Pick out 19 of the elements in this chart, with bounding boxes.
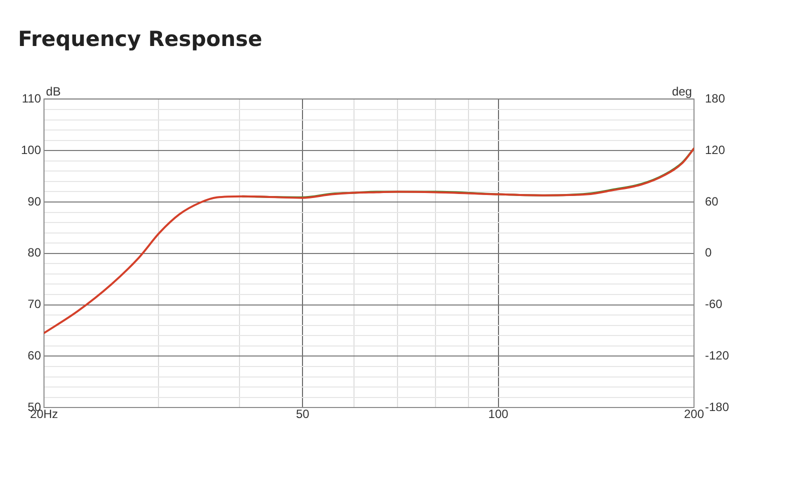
y2-tick-label: -180 [704,400,730,414]
y2-tick-label: -120 [704,348,730,363]
x-tick-label: 50 [296,407,310,422]
x-tick-label: 100 [488,407,509,422]
y2-tick-label: 180 [704,92,726,106]
y-tick-label: 90 [28,194,42,208]
x-tick-label: 200 [684,407,704,422]
y-tick-label: 100 [20,142,42,157]
y-tick-label: 60 [28,348,42,363]
chart-title: Frequency Response [18,27,262,52]
y2-axis-title: deg [672,84,692,99]
y2-tick-label: 120 [704,142,726,157]
y-tick-label: 80 [28,246,42,260]
y2-tick-label: 0 [704,246,712,260]
y-tick-label: 110 [22,92,42,106]
y2-tick-label: -60 [704,297,723,312]
y-tick-label: 70 [28,297,42,312]
y2-tick-label: 60 [704,194,719,208]
y-axis-title: dB [46,84,61,99]
